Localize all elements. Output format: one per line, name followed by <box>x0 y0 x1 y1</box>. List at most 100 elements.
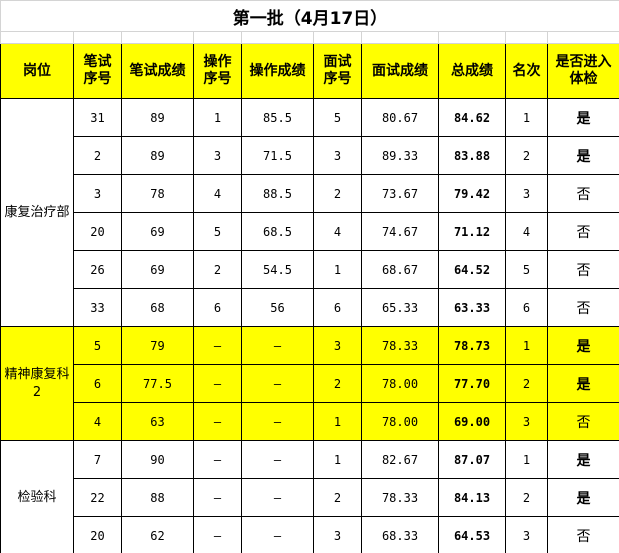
total-score-cell: 78.73 <box>438 326 506 365</box>
practical-no-cell: 3 <box>193 136 242 175</box>
interview-score-cell: 68.33 <box>361 516 439 553</box>
physical-exam-cell: 否 <box>546 402 619 441</box>
table-row: 20 62— —3 68.33 64.53 3 否 <box>1 516 619 553</box>
rank-cell: 2 <box>505 136 548 175</box>
physical-exam-cell: 否 <box>546 250 619 289</box>
practical-no-cell: — <box>193 516 242 553</box>
interview-score-cell: 65.33 <box>361 288 439 327</box>
practical-no-cell: — <box>193 478 242 517</box>
practical-no-cell: 1 <box>193 98 242 137</box>
practical-score-cell: 56 <box>241 288 314 327</box>
interview-score-cell: 78.33 <box>361 326 439 365</box>
table-row: 康复治疗部 31 89 1 85.5 5 80.67 84.62 1 是 <box>0 98 619 327</box>
physical-exam-cell: 是 <box>546 136 619 175</box>
written-no-cell: 2 <box>73 136 122 175</box>
written-score-cell: 63 <box>121 402 194 441</box>
practical-no-cell: — <box>193 402 242 441</box>
rank-cell: 2 <box>505 478 548 517</box>
practical-no-cell: 2 <box>193 250 242 289</box>
total-score-cell: 69.00 <box>438 402 506 441</box>
practical-no-cell: 4 <box>193 174 242 213</box>
physical-exam-cell: 是 <box>546 364 619 403</box>
physical-exam-cell: 否 <box>546 212 619 251</box>
rank-cell: 1 <box>505 440 548 479</box>
written-score-cell: 89 <box>121 98 194 137</box>
written-no-cell: 5 <box>73 326 122 365</box>
interview-no-cell: 4 <box>313 212 362 251</box>
practical-score-cell: 68.5 <box>241 212 314 251</box>
interview-score-cell: 78.33 <box>361 478 439 517</box>
written-score-cell: 78 <box>121 174 194 213</box>
interview-score-cell: 74.67 <box>361 212 439 251</box>
rank-cell: 2 <box>505 364 548 403</box>
interview-no-cell: 3 <box>313 136 362 175</box>
written-no-cell: 4 <box>73 402 122 441</box>
table-row: 2 89 3 71.5 3 89.33 83.88 2 是 <box>1 136 619 175</box>
interview-no-cell: 6 <box>313 288 362 327</box>
rank-cell: 1 <box>505 326 548 365</box>
table-row: 4 63— —1 78.00 69.00 3 否 <box>1 402 619 441</box>
header-rank: 名次 <box>505 43 548 99</box>
written-no-cell: 20 <box>73 212 122 251</box>
interview-score-cell: 78.00 <box>361 402 439 441</box>
position-cell: 康复治疗部 <box>0 98 74 327</box>
total-score-cell: 77.70 <box>438 364 506 403</box>
rank-cell: 1 <box>505 98 548 137</box>
interview-score-cell: 80.67 <box>361 98 439 137</box>
physical-exam-cell: 是 <box>546 440 619 479</box>
header-total-score: 总成绩 <box>438 43 506 99</box>
written-no-cell: 3 <box>73 174 122 213</box>
interview-no-cell: 3 <box>313 516 362 553</box>
written-score-cell: 79 <box>121 326 194 365</box>
table-row: 26 69 2 54.5 1 68.67 64.52 5 否 <box>1 250 619 289</box>
interview-no-cell: 2 <box>313 174 362 213</box>
practical-score-cell: 85.5 <box>241 98 314 137</box>
interview-no-cell: 1 <box>313 250 362 289</box>
interview-score-cell: 82.67 <box>361 440 439 479</box>
interview-no-cell: 1 <box>313 402 362 441</box>
interview-score-cell: 68.67 <box>361 250 439 289</box>
rank-cell: 6 <box>505 288 548 327</box>
physical-exam-cell: 是 <box>546 478 619 517</box>
table-row: 检验科 7 90— —1 82.67 87.07 1 是 <box>0 440 619 553</box>
interview-score-cell: 73.67 <box>361 174 439 213</box>
interview-no-cell: 5 <box>313 98 362 137</box>
written-no-cell: 20 <box>73 516 122 553</box>
header-interview-no: 面试序号 <box>313 43 362 99</box>
physical-exam-cell: 否 <box>546 516 619 553</box>
written-score-cell: 68 <box>121 288 194 327</box>
table-row: 精神康复科2 5 79— —3 78.33 78.73 1 是 <box>0 326 619 441</box>
total-score-cell: 71.12 <box>438 212 506 251</box>
total-score-cell: 63.33 <box>438 288 506 327</box>
table-row: 22 88— —2 78.33 84.13 2 是 <box>1 478 619 517</box>
practical-score-cell: 88.5 <box>241 174 314 213</box>
physical-exam-cell: 否 <box>546 288 619 327</box>
table-row: 6 77.5— —2 78.00 77.70 2 是 <box>1 364 619 403</box>
interview-score-cell: 89.33 <box>361 136 439 175</box>
physical-exam-cell: 是 <box>546 326 619 365</box>
practical-no-cell: — <box>193 326 242 365</box>
written-score-cell: 69 <box>121 250 194 289</box>
practical-score-cell: — <box>241 402 314 441</box>
header-practical-score: 操作成绩 <box>241 43 314 99</box>
position-cell: 精神康复科2 <box>0 326 74 441</box>
total-score-cell: 87.07 <box>438 440 506 479</box>
total-score-cell: 84.13 <box>438 478 506 517</box>
written-no-cell: 7 <box>73 440 122 479</box>
practical-no-cell: 5 <box>193 212 242 251</box>
written-score-cell: 69 <box>121 212 194 251</box>
written-no-cell: 26 <box>73 250 122 289</box>
practical-score-cell: — <box>241 326 314 365</box>
written-score-cell: 89 <box>121 136 194 175</box>
table-title: 第一批（4月17日） <box>0 0 619 32</box>
interview-no-cell: 1 <box>313 440 362 479</box>
practical-score-cell: — <box>241 516 314 553</box>
physical-exam-cell: 是 <box>546 98 619 137</box>
written-no-cell: 22 <box>73 478 122 517</box>
position-cell: 检验科 <box>0 440 74 553</box>
practical-no-cell: — <box>193 440 242 479</box>
written-no-cell: 31 <box>73 98 122 137</box>
header-written-no: 笔试序号 <box>73 43 122 99</box>
total-score-cell: 79.42 <box>438 174 506 213</box>
